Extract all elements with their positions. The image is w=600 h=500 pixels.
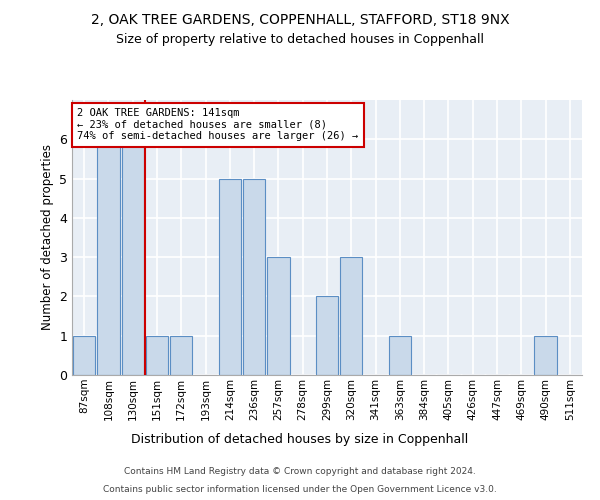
Text: Contains public sector information licensed under the Open Government Licence v3: Contains public sector information licen…	[103, 485, 497, 494]
Bar	[218, 178, 241, 375]
Bar	[243, 178, 265, 375]
Text: Size of property relative to detached houses in Coppenhall: Size of property relative to detached ho…	[116, 32, 484, 46]
Y-axis label: Number of detached properties: Number of detached properties	[41, 144, 53, 330]
Bar	[316, 296, 338, 375]
Text: Contains HM Land Registry data © Crown copyright and database right 2024.: Contains HM Land Registry data © Crown c…	[124, 468, 476, 476]
Bar	[389, 336, 411, 375]
Text: Distribution of detached houses by size in Coppenhall: Distribution of detached houses by size …	[131, 432, 469, 446]
Bar	[122, 140, 144, 375]
Bar	[535, 336, 557, 375]
Text: 2 OAK TREE GARDENS: 141sqm
← 23% of detached houses are smaller (8)
74% of semi-: 2 OAK TREE GARDENS: 141sqm ← 23% of deta…	[77, 108, 358, 142]
Bar	[340, 257, 362, 375]
Bar	[97, 140, 119, 375]
Text: 2, OAK TREE GARDENS, COPPENHALL, STAFFORD, ST18 9NX: 2, OAK TREE GARDENS, COPPENHALL, STAFFOR…	[91, 12, 509, 26]
Bar	[146, 336, 168, 375]
Bar	[73, 336, 95, 375]
Bar	[267, 257, 290, 375]
Bar	[170, 336, 193, 375]
